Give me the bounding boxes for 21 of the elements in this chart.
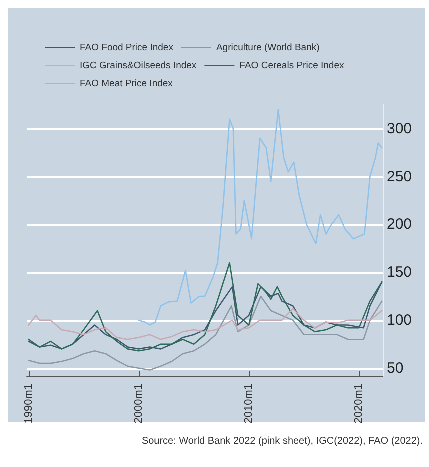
line-series — [28, 296, 383, 371]
y-tick-label: 150 — [387, 264, 412, 282]
line-series — [138, 109, 383, 326]
legend-label: FAO Food Price Index — [80, 42, 174, 54]
x-tick-label: 2000m1 — [132, 384, 145, 424]
x-tick-label: 1990m1 — [22, 384, 35, 424]
legend-label: Agriculture (World Bank) — [216, 42, 320, 54]
legend-label: FAO Meat Price Index — [80, 78, 174, 90]
x-tick-label: 2020m1 — [353, 384, 366, 424]
x-tick-label: 2010m1 — [243, 384, 256, 424]
legend-label: FAO Cereals Price Index — [240, 60, 344, 72]
source-note: Source: World Bank 2022 (pink sheet), IGC(2022), FAO (2022). — [142, 436, 423, 447]
y-tick-label: 100 — [387, 312, 412, 329]
y-tick-label: 250 — [387, 168, 412, 186]
legend-label: IGC Grains&Oilseeds Index — [80, 60, 197, 72]
y-tick-label: 300 — [387, 120, 412, 138]
y-tick-label: 200 — [387, 216, 412, 234]
line-series — [28, 262, 383, 352]
y-tick-label: 50 — [387, 360, 404, 377]
line-series — [28, 308, 383, 340]
line-series — [28, 282, 383, 350]
